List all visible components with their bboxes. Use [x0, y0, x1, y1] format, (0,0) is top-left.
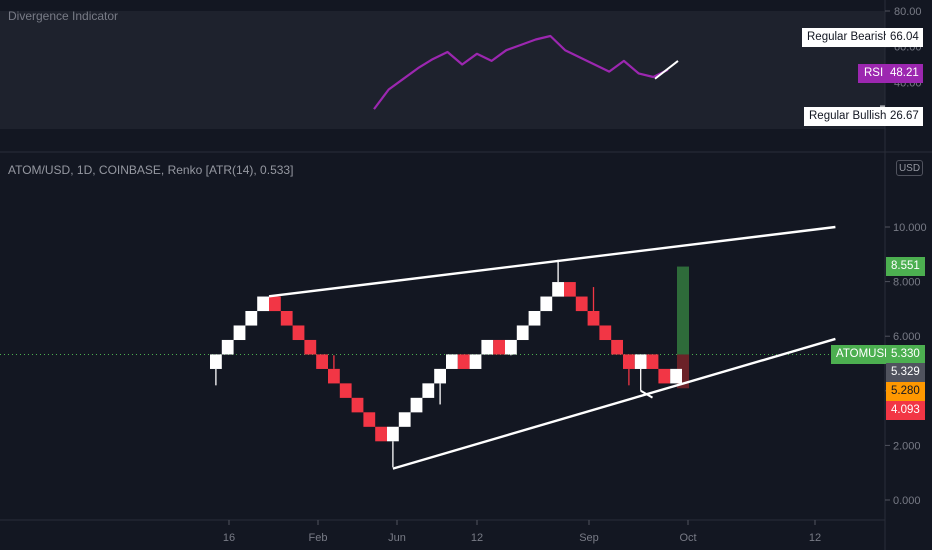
- last-price-value: 5.330: [891, 348, 920, 360]
- renko-brick-down: [564, 282, 576, 297]
- renko-brick-up: [245, 311, 258, 326]
- regular-bullish-value-tag: 26.67: [886, 107, 923, 126]
- renko-brick-down: [269, 296, 281, 312]
- renko-brick-down: [375, 426, 387, 442]
- stop-price-tag: 4.093: [886, 401, 925, 420]
- price-tick-label: 8.000: [893, 277, 921, 289]
- regular-bearish-value: 66.04: [890, 31, 919, 43]
- renko-brick-down: [339, 383, 352, 398]
- lower-trend-line: [392, 337, 836, 470]
- regular-bullish-tag: Regular Bullish: [804, 107, 892, 126]
- regular-bullish-label: Regular Bullish: [809, 110, 887, 122]
- chart-title: ATOM/USD, 1D, COINBASE, Renko [ATR(14), …: [8, 163, 294, 177]
- renko-brick-up: [233, 325, 246, 341]
- renko-brick-down: [599, 325, 612, 341]
- indicator-title: Divergence Indicator: [8, 9, 119, 23]
- currency-button[interactable]: USD: [896, 160, 923, 176]
- renko-brick-down: [457, 354, 470, 369]
- renko-brick-down: [611, 339, 623, 355]
- price-tick-label: 10.000: [893, 222, 927, 234]
- renko-brick-down: [623, 354, 635, 369]
- upper-trend-line: [268, 225, 836, 298]
- renko-brick-up: [221, 339, 234, 355]
- renko-brick-up: [410, 397, 423, 413]
- renko-brick-down: [351, 397, 364, 413]
- regular-bullish-value: 26.67: [890, 110, 919, 122]
- rsi-tick-label: 80.00: [894, 6, 922, 18]
- renko-brick-up: [670, 368, 682, 384]
- renko-brick-up: [505, 339, 517, 355]
- renko-brick-down: [316, 354, 328, 369]
- rsi-line: [373, 34, 669, 110]
- renko-brick-up: [540, 296, 553, 312]
- prev-close-tag: 5.329: [886, 363, 925, 382]
- rsi-pane-band: [0, 11, 885, 129]
- renko-brick-up: [387, 426, 399, 442]
- target-price-tag: 8.551: [886, 257, 925, 276]
- time-tick-label: 16: [223, 532, 235, 544]
- renko-brick-up: [516, 325, 529, 341]
- renko-brick-down: [328, 368, 340, 384]
- symbol-label-tag: ATOMUSD: [831, 345, 898, 364]
- target-profit-zone: [677, 266, 689, 355]
- renko-brick-down: [280, 311, 293, 326]
- renko-brick-down: [292, 325, 305, 341]
- price-move-line: [640, 389, 654, 399]
- rsi-value-tag: 48.21: [886, 64, 923, 83]
- rsi-label: RSI: [864, 67, 884, 79]
- time-tick-label: Oct: [679, 532, 696, 544]
- time-tick-label: Sep: [579, 532, 599, 544]
- rsi-label-tag: RSI: [858, 64, 890, 83]
- renko-brick-down: [646, 354, 659, 369]
- renko-brick-up: [552, 282, 564, 297]
- regular-bearish-label: Regular Bearish: [807, 31, 890, 43]
- renko-brick-down: [658, 368, 671, 384]
- renko-brick-up: [422, 383, 435, 398]
- time-tick-label: 12: [471, 532, 483, 544]
- last-price-tag: 5.330: [886, 345, 925, 364]
- renko-brick-down: [493, 339, 505, 355]
- renko-brick-up: [434, 368, 446, 384]
- renko-brick-up: [634, 354, 647, 369]
- renko-brick-up: [481, 339, 494, 355]
- time-tick-label: Feb: [309, 532, 328, 544]
- renko-brick-up: [398, 412, 411, 427]
- renko-brick-up: [446, 354, 458, 369]
- regular-bearish-tag: Regular Bearish: [802, 28, 895, 47]
- regular-bearish-value-tag: 66.04: [886, 28, 923, 47]
- price-tick-label: 2.000: [893, 440, 921, 452]
- rsi-divergence-line: [654, 60, 679, 80]
- stop-price-value: 4.093: [891, 404, 920, 416]
- time-tick-label: 12: [809, 532, 821, 544]
- prev-close-value: 5.329: [891, 366, 920, 378]
- entry-price-tag: 5.280: [886, 382, 925, 401]
- renko-brick-down: [304, 339, 317, 355]
- target-price-value: 8.551: [891, 260, 920, 272]
- rsi-value: 48.21: [890, 67, 919, 79]
- renko-brick-down: [363, 412, 376, 427]
- price-tick-label: 0.000: [893, 495, 921, 507]
- renko-brick-down: [587, 311, 600, 326]
- renko-brick-down: [575, 296, 588, 312]
- time-tick-label: Jun: [388, 532, 406, 544]
- renko-brick-up: [528, 311, 541, 326]
- renko-brick-up: [469, 354, 482, 369]
- price-tick-label: 6.000: [893, 331, 921, 343]
- renko-brick-up: [257, 296, 269, 312]
- entry-price-value: 5.280: [891, 385, 920, 397]
- symbol-label: ATOMUSD: [836, 348, 893, 360]
- renko-brick-up: [210, 354, 222, 369]
